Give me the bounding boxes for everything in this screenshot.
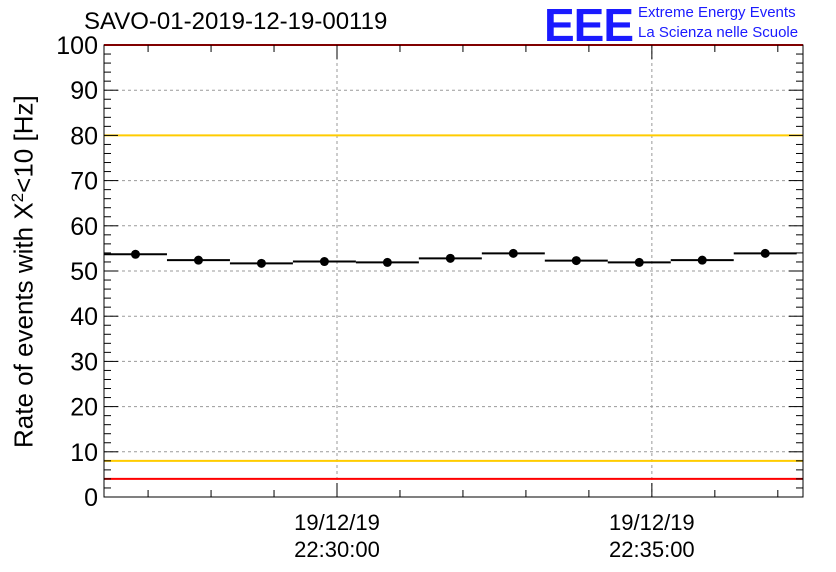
y-tick-label: 10: [70, 439, 98, 467]
data-point: [634, 257, 644, 267]
x-tick-label-date: 19/12/19: [294, 510, 380, 535]
x-tick-label-time: 22:30:00: [294, 537, 380, 562]
data-point: [697, 255, 707, 265]
chart-title: SAVO-01-2019-12-19-00119: [84, 8, 388, 35]
data-point: [382, 257, 392, 267]
x-tick-label-date: 19/12/19: [609, 510, 695, 535]
y-tick-label: 80: [70, 122, 98, 150]
data-point: [256, 258, 266, 268]
logo-line-1: Extreme Energy Events: [638, 4, 796, 21]
logo-line-2: La Scienza nelle Scuole: [638, 24, 799, 41]
y-tick-label: 90: [70, 77, 98, 105]
data-point: [193, 255, 203, 265]
y-tick-label: 50: [70, 258, 98, 286]
data-point: [571, 256, 581, 266]
data-point: [319, 257, 329, 267]
data-point: [508, 248, 518, 258]
y-tick-label: 0: [84, 484, 98, 512]
eee-logo: EEE: [544, 0, 634, 51]
y-tick-label: 70: [70, 168, 98, 196]
data-point: [760, 248, 770, 258]
data-point: [130, 249, 140, 259]
data-point: [445, 253, 455, 263]
y-tick-label: 100: [56, 32, 98, 60]
x-tick-label-time: 22:35:00: [609, 537, 695, 562]
y-tick-label: 40: [70, 303, 98, 331]
y-tick-label: 60: [70, 213, 98, 241]
y-tick-label: 20: [70, 394, 98, 422]
y-tick-label: 30: [70, 348, 98, 376]
